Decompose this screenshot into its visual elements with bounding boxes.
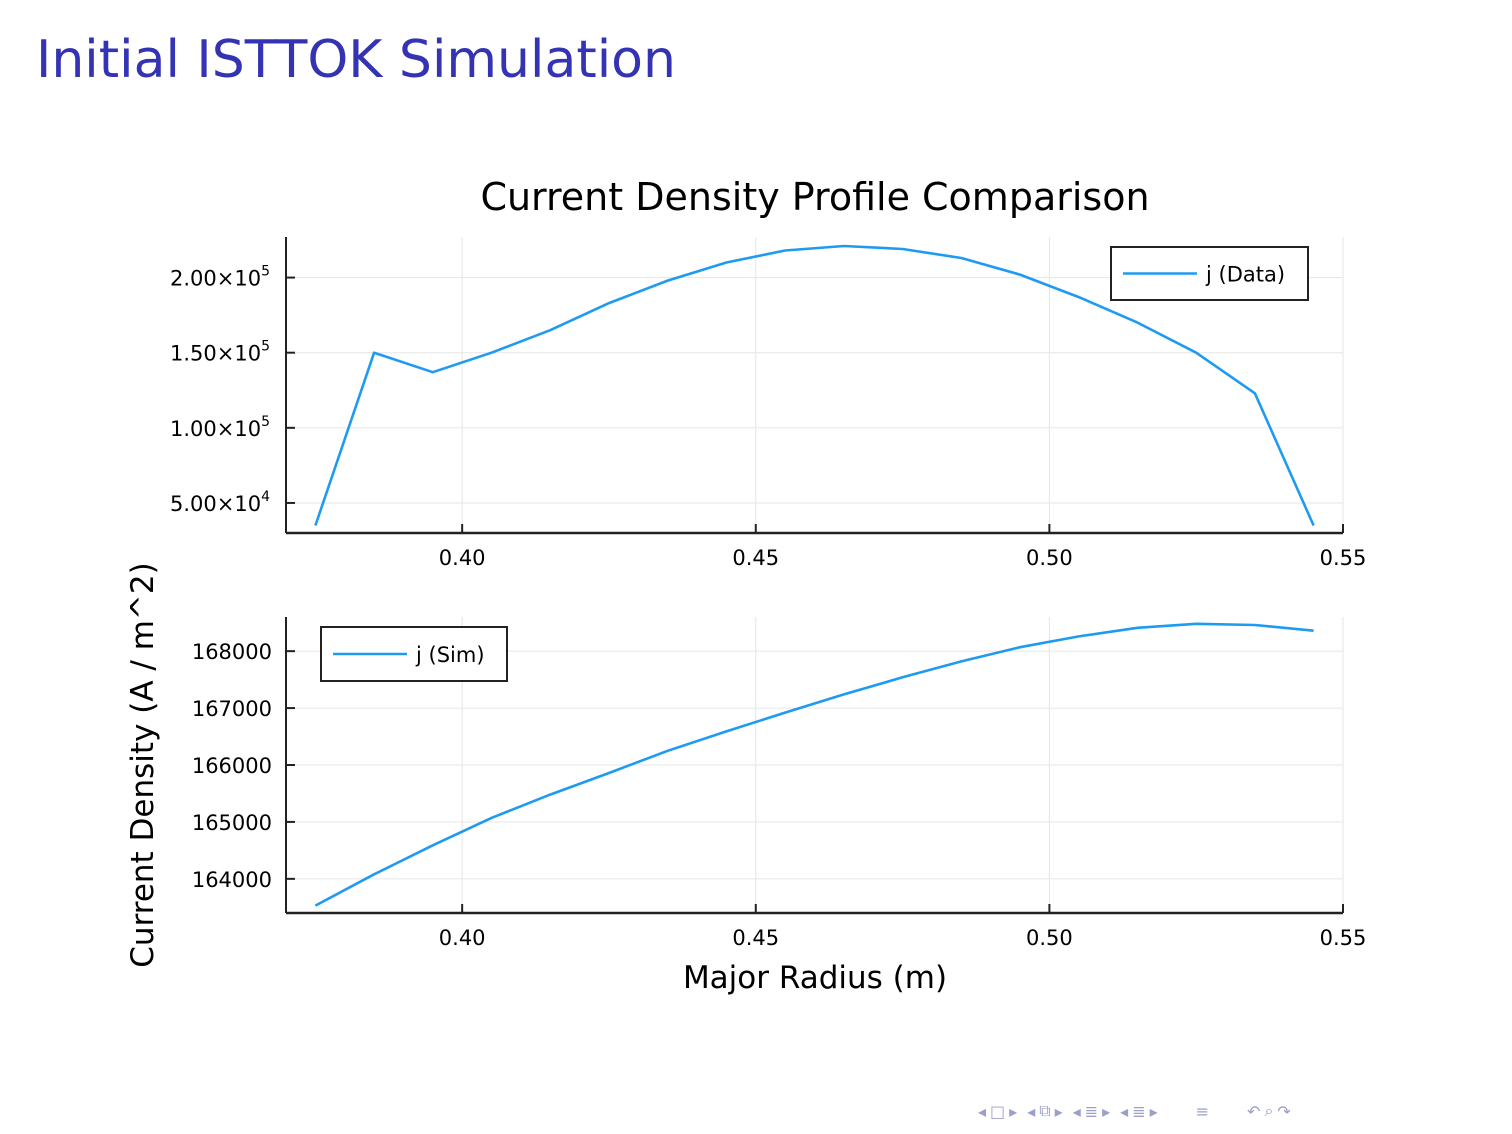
y-tick-label: 164000: [192, 868, 272, 892]
x-tick-label: 0.40: [439, 546, 486, 570]
frame-nav: ◂ □ ▸: [978, 1102, 1017, 1121]
prev-section-icon[interactable]: ◂: [1072, 1101, 1081, 1121]
navigation-bar: ◂ □ ▸ ◂ ⧉ ▸ ◂ ≣ ▸ ◂ ≣ ▸ ≡ ↶ ⌕ ↷: [978, 1098, 1291, 1124]
legend-label: j (Data): [1205, 263, 1285, 287]
slide-title: Initial ISTTOK Simulation: [36, 30, 676, 90]
search-nav: ↶ ⌕ ↷: [1247, 1101, 1291, 1121]
x-tick-label: 0.50: [1026, 546, 1073, 570]
legend-label: j (Sim): [415, 643, 485, 667]
prev-frame-icon[interactable]: ◂: [978, 1101, 987, 1121]
subsection-nav: ◂ ⧉ ▸: [1027, 1101, 1063, 1121]
series-line: [314, 244, 1315, 527]
chart-title: Current Density Profile Comparison: [480, 175, 1149, 219]
prev-slide-icon[interactable]: ◂: [1120, 1101, 1129, 1121]
x-axis-label: Major Radius (m): [683, 960, 947, 996]
x-tick-label: 0.55: [1320, 926, 1367, 950]
x-tick-label: 0.45: [732, 546, 779, 570]
search-icon[interactable]: ⌕: [1264, 1101, 1274, 1120]
y-tick-label: 1.00×105: [170, 414, 270, 441]
frame-icon[interactable]: □: [990, 1101, 1006, 1121]
bottom-panel: 0.40 0.45 0.50 0.55 164000 165000 166000 167000…: [192, 617, 1367, 950]
subsection-icon[interactable]: ⧉: [1039, 1101, 1051, 1120]
x-tick-label: 0.55: [1320, 546, 1367, 570]
next-section-icon[interactable]: ▸: [1102, 1101, 1111, 1121]
y-tick-label: 1.50×105: [170, 339, 270, 366]
x-tick-label: 0.45: [732, 926, 779, 950]
y-tick-label: 5.00×104: [170, 489, 270, 516]
top-panel: 0.40 0.45 0.50 0.55 5.00×104 1.00×105 1.50×105…: [170, 237, 1366, 570]
y-tick-label: 166000: [192, 754, 272, 778]
section-nav: ◂ ≣ ▸: [1073, 1102, 1110, 1121]
y-tick-label: 2.00×105: [170, 264, 270, 291]
section-icon[interactable]: ≣: [1084, 1101, 1099, 1121]
slide-nav: ◂ ≣ ▸: [1120, 1102, 1157, 1121]
prev-subsection-icon[interactable]: ◂: [1027, 1101, 1036, 1121]
y-axis-label: Current Density (A / m^2): [125, 562, 161, 967]
x-tick-label: 0.40: [439, 926, 486, 950]
next-subsection-icon[interactable]: ▸: [1054, 1101, 1063, 1121]
y-tick-label: 168000: [192, 640, 272, 664]
redo-icon[interactable]: ↷: [1277, 1101, 1291, 1121]
align-icon[interactable]: ≡: [1195, 1101, 1210, 1121]
series-line: [314, 622, 1314, 907]
next-frame-icon[interactable]: ▸: [1009, 1101, 1018, 1121]
x-tick-label: 0.50: [1026, 926, 1073, 950]
undo-icon[interactable]: ↶: [1247, 1101, 1261, 1121]
next-slide-icon[interactable]: ▸: [1149, 1101, 1158, 1121]
slide-icon[interactable]: ≣: [1132, 1101, 1146, 1121]
y-tick-label: 167000: [192, 697, 272, 721]
legend-box: [320, 626, 508, 682]
y-tick-label: 165000: [192, 811, 272, 835]
